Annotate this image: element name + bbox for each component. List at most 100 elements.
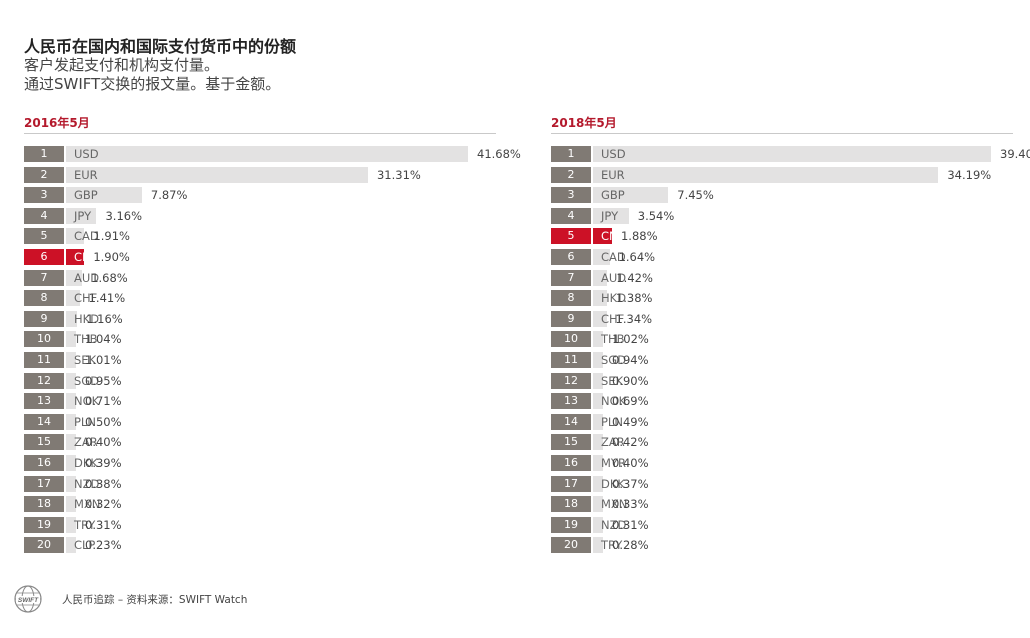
value-label: 39.40% xyxy=(1000,147,1030,161)
rank-label: 1 xyxy=(24,146,64,162)
value-label: 1.41% xyxy=(88,291,126,306)
value-label: 3.54% xyxy=(637,208,675,223)
value-label: 0.90% xyxy=(612,373,649,388)
bar-row-2018-usd: 1 USD 39.40% xyxy=(551,146,1030,162)
bar-row-2018-nzd: 19 NZD 0.31% xyxy=(551,516,1030,533)
value-label: 0.37% xyxy=(612,476,649,491)
currency-label: MYR xyxy=(601,456,626,470)
value-label: 0.42% xyxy=(612,435,649,450)
value-label: 1.88% xyxy=(620,229,658,244)
chart-subtitle-1: 客户发起支付和机构支付量。 xyxy=(24,56,220,74)
value-label: 0.50% xyxy=(85,414,122,429)
rank-label: 11 xyxy=(24,352,64,368)
rank-label: 8 xyxy=(24,290,64,307)
panel-2018-divider xyxy=(551,133,1013,134)
rank-label: 5 xyxy=(551,228,591,245)
rank-label: 17 xyxy=(24,475,64,492)
currency-label: SGD xyxy=(74,373,100,388)
value-label: 0.32% xyxy=(85,497,122,512)
rank-label: 9 xyxy=(551,310,591,327)
value-label: 0.23% xyxy=(85,538,122,553)
currency-label: PLN xyxy=(74,414,96,429)
rank-label: 9 xyxy=(24,310,64,327)
bar xyxy=(66,166,368,183)
rank-label: 12 xyxy=(24,372,64,389)
rank-label: 3 xyxy=(551,187,591,204)
value-label: 1.04% xyxy=(85,332,122,347)
bar xyxy=(593,228,612,245)
currency-label: DKK xyxy=(74,456,98,470)
value-label: 1.64% xyxy=(618,250,656,264)
currency-label: EUR xyxy=(601,167,625,182)
bar-row-2018-zar: 15 ZAR 0.42% xyxy=(551,434,1030,451)
rank-label: 1 xyxy=(551,146,591,162)
currency-label: CHF xyxy=(601,311,625,326)
bar-row-2016-dkk: 16 DKK 0.39% xyxy=(24,455,504,471)
currency-label: SEK xyxy=(74,353,97,367)
panel-2018-heading: 2018年5月 xyxy=(551,116,617,130)
rank-label: 4 xyxy=(551,207,591,224)
bar xyxy=(66,496,76,513)
bar-row-2016-cad: 5 CAD 1.91% xyxy=(24,228,504,245)
bar xyxy=(593,290,607,307)
value-label: 1.42% xyxy=(616,270,653,285)
bar xyxy=(66,393,76,410)
bar xyxy=(593,249,610,265)
rank-label: 19 xyxy=(24,516,64,533)
rank-label: 14 xyxy=(24,413,64,430)
value-label: 1.90% xyxy=(93,250,130,264)
bar-row-2016-eur: 2 EUR 31.31% xyxy=(24,166,504,183)
bar xyxy=(593,537,603,554)
bar-row-2018-eur: 2 EUR 34.19% xyxy=(551,166,1030,183)
rank-label: 19 xyxy=(551,516,591,533)
bar-row-2016-nzd: 17 NZD 0.38% xyxy=(24,475,504,492)
rank-label: 18 xyxy=(551,496,591,513)
value-label: 0.33% xyxy=(612,497,649,512)
value-label: 1.02% xyxy=(612,332,649,347)
currency-label: ZAR xyxy=(601,435,625,450)
bar xyxy=(66,146,468,162)
bar xyxy=(593,269,608,286)
value-label: 1.34% xyxy=(615,311,653,326)
bar xyxy=(593,393,603,410)
currency-label: ZAR xyxy=(74,435,98,450)
bar-row-2016-thb: 10 THB 1.04% xyxy=(24,331,504,348)
bar xyxy=(66,331,77,348)
currency-label: JPY xyxy=(601,208,619,223)
currency-label: SGD xyxy=(601,353,627,367)
rank-label: 20 xyxy=(24,537,64,554)
rank-label: 8 xyxy=(551,290,591,307)
bar xyxy=(593,352,603,368)
bar-row-2016-zar: 15 ZAR 0.40% xyxy=(24,434,504,451)
bar-row-2018-hkd: 8 HKD 1.38% xyxy=(551,290,1030,307)
bar-row-2016-jpy: 4 JPY 3.16% xyxy=(24,207,504,224)
bar-row-2018-sek: 12 SEK 0.90% xyxy=(551,372,1030,389)
panel-2016-heading: 2016年5月 xyxy=(24,116,90,130)
currency-label: GBP xyxy=(74,188,98,203)
bar xyxy=(593,146,991,162)
chart-title: 人民币在国内和国际支付货币中的份额 xyxy=(24,37,297,56)
bar-row-2018-cad: 6 CAD 1.64% xyxy=(551,249,1030,265)
currency-label: EUR xyxy=(74,167,98,182)
currency-label: GBP xyxy=(601,188,625,203)
currency-label: CAD xyxy=(601,250,626,264)
value-label: 0.69% xyxy=(612,394,649,409)
currency-label: MXN xyxy=(601,497,628,512)
bar-row-2016-pln: 14 PLN 0.50% xyxy=(24,413,504,430)
bar xyxy=(593,331,604,348)
currency-label: AUD xyxy=(74,270,100,285)
bar xyxy=(593,496,603,513)
bar-row-2018-aud: 7 AUD 1.42% xyxy=(551,269,1030,286)
value-label: 31.31% xyxy=(376,167,421,182)
bar-row-2016-cny: 6 CNY 1.90% xyxy=(24,249,504,265)
value-label: 1.01% xyxy=(85,353,122,367)
currency-label: CNY xyxy=(601,229,625,244)
value-label: 1.91% xyxy=(93,229,130,244)
currency-label: USD xyxy=(74,147,99,161)
currency-label: SEK xyxy=(601,373,624,388)
currency-label: JPY xyxy=(74,208,92,223)
bar xyxy=(593,207,629,224)
bar-row-2016-chf: 8 CHF 1.41% xyxy=(24,290,504,307)
rank-label: 2 xyxy=(24,166,64,183)
chart-subtitle-2: 通过SWIFT交换的报文量。基于金额。 xyxy=(24,75,281,93)
